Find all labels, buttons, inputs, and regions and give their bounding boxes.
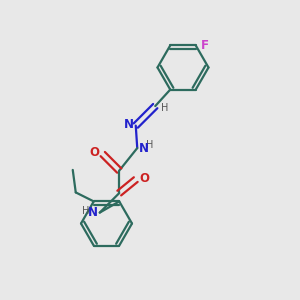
- Text: N: N: [124, 118, 134, 131]
- Text: H: H: [146, 140, 154, 150]
- Text: H: H: [160, 103, 168, 112]
- Text: N: N: [139, 142, 149, 154]
- Text: F: F: [201, 39, 209, 52]
- Text: H: H: [82, 206, 89, 216]
- Text: N: N: [88, 206, 98, 219]
- Text: O: O: [89, 146, 99, 159]
- Text: O: O: [139, 172, 149, 184]
